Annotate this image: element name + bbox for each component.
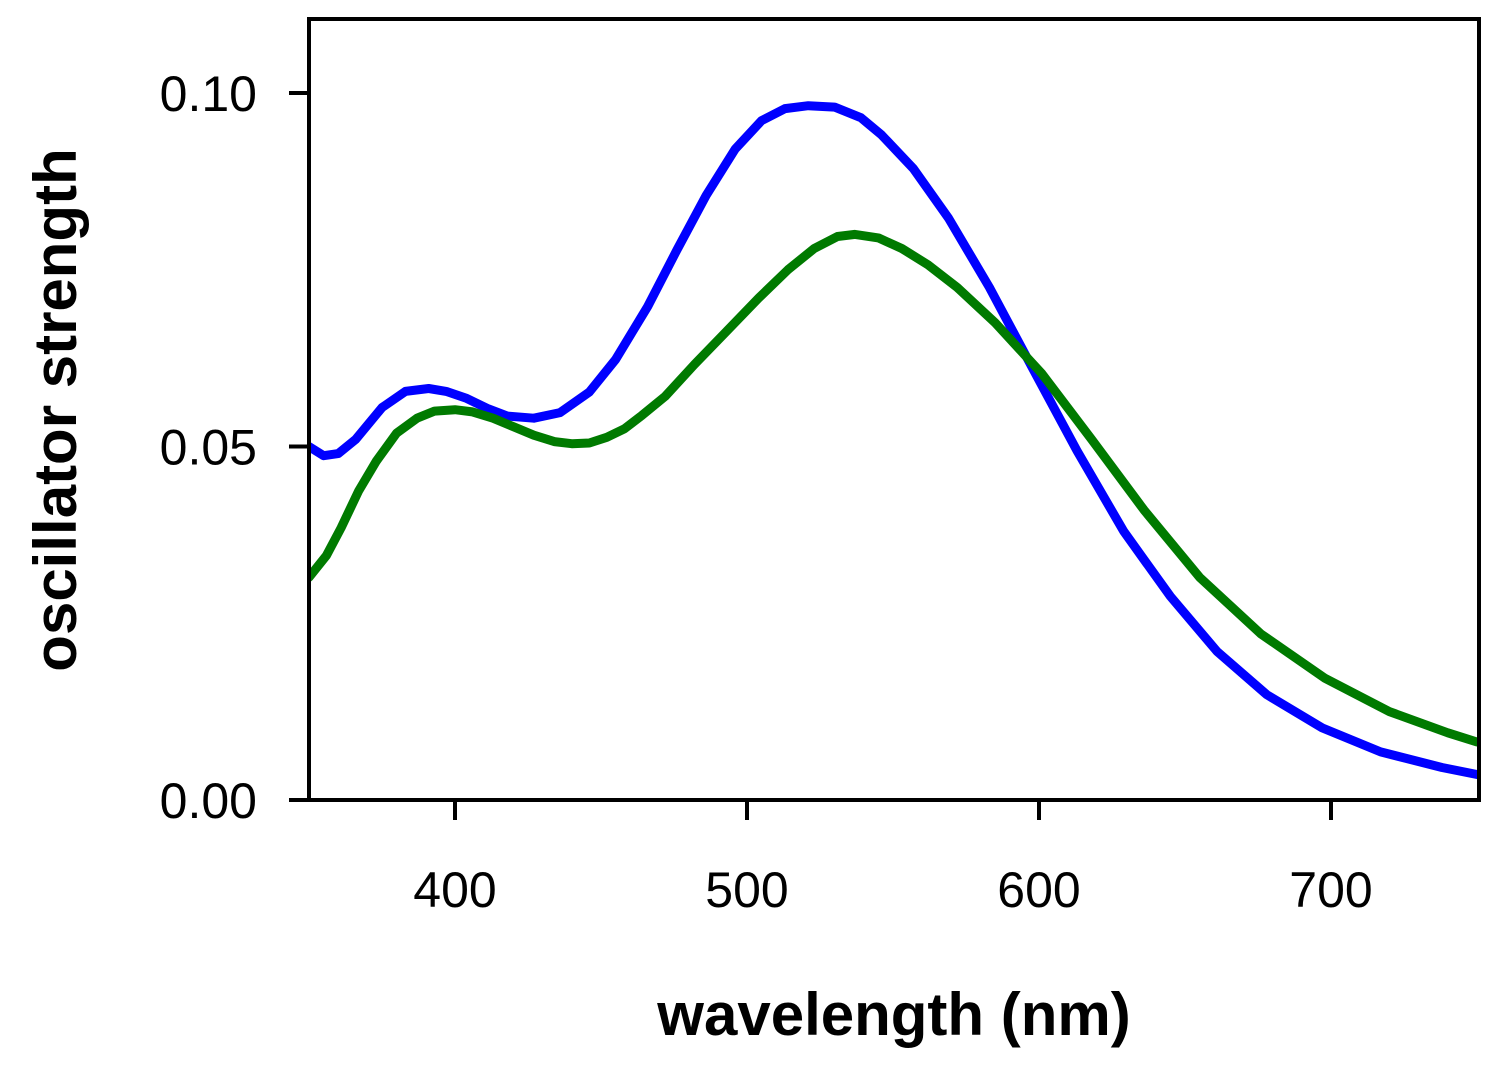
series-line-blue — [309, 101, 1479, 779]
axes-layer: 0.00 0.05 0.10 400 500 600 700 — [160, 17, 1481, 918]
x-tick-label: 600 — [997, 862, 1080, 918]
x-tick-label: 400 — [413, 862, 496, 918]
y-tick-label: 0.05 — [160, 420, 257, 476]
series-line-green — [309, 229, 1479, 747]
x-axis-title: wavelength (nm) — [656, 981, 1130, 1048]
y-tick-label: 0.00 — [160, 773, 257, 829]
y-tick-label: 0.10 — [160, 66, 257, 122]
x-tick-label: 500 — [705, 862, 788, 918]
plot-frame — [307, 17, 1481, 802]
series-layer — [309, 101, 1479, 779]
x-tick-label: 700 — [1289, 862, 1372, 918]
y-axis-title: oscillator strength — [22, 148, 89, 671]
